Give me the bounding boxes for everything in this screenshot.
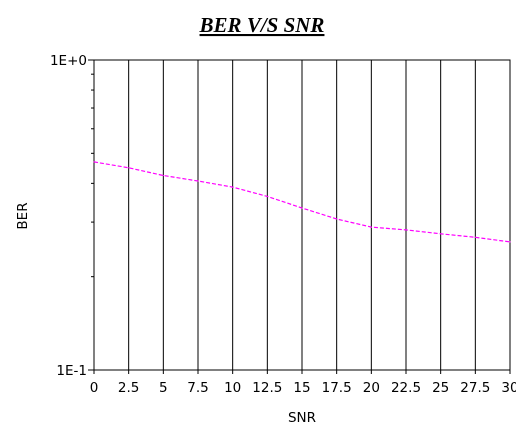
x-tick-label: 5 <box>159 380 168 396</box>
data-point <box>128 167 130 169</box>
y-tick-label: 1E+0 <box>50 53 87 69</box>
y-tick-label: 1E-1 <box>56 363 87 379</box>
data-point <box>370 226 372 228</box>
data-point <box>509 241 511 243</box>
x-tick-label: 15 <box>293 380 310 396</box>
y-axis-label: BER <box>15 202 31 229</box>
x-tick-label: 30 <box>501 380 516 396</box>
x-tick-labels: 0 2.5 5 7.5 10 12.5 15 17.5 20 22.5 25 27.5 30 <box>90 380 516 396</box>
x-tick-label: 17.5 <box>322 380 352 396</box>
series-layer <box>93 161 511 243</box>
data-point <box>266 195 268 198</box>
x-tick-label: 22.5 <box>391 380 421 396</box>
x-tick-label: 20 <box>363 380 380 396</box>
data-point <box>162 174 164 177</box>
x-tick-label: 7.5 <box>187 380 208 396</box>
data-point <box>301 207 303 209</box>
y-tick-labels: 1E-1 1E+0 <box>50 53 87 379</box>
tick-marks <box>88 59 511 374</box>
x-tick-label: 25 <box>432 380 449 396</box>
x-axis-label: SNR <box>288 410 316 426</box>
data-point <box>197 180 199 182</box>
chart-title: BER V/S SNR <box>199 13 325 37</box>
data-point <box>232 186 234 188</box>
data-point <box>440 233 442 235</box>
x-tick-label: 2.5 <box>118 380 139 396</box>
x-tick-label: 27.5 <box>460 380 490 396</box>
data-point <box>336 218 338 220</box>
data-point <box>474 236 476 238</box>
data-point <box>405 229 407 231</box>
grid-lines <box>128 60 476 370</box>
x-tick-label: 10 <box>224 380 241 396</box>
x-tick-label: 0 <box>90 380 99 396</box>
data-point <box>93 161 95 163</box>
x-tick-label: 12.5 <box>252 380 282 396</box>
